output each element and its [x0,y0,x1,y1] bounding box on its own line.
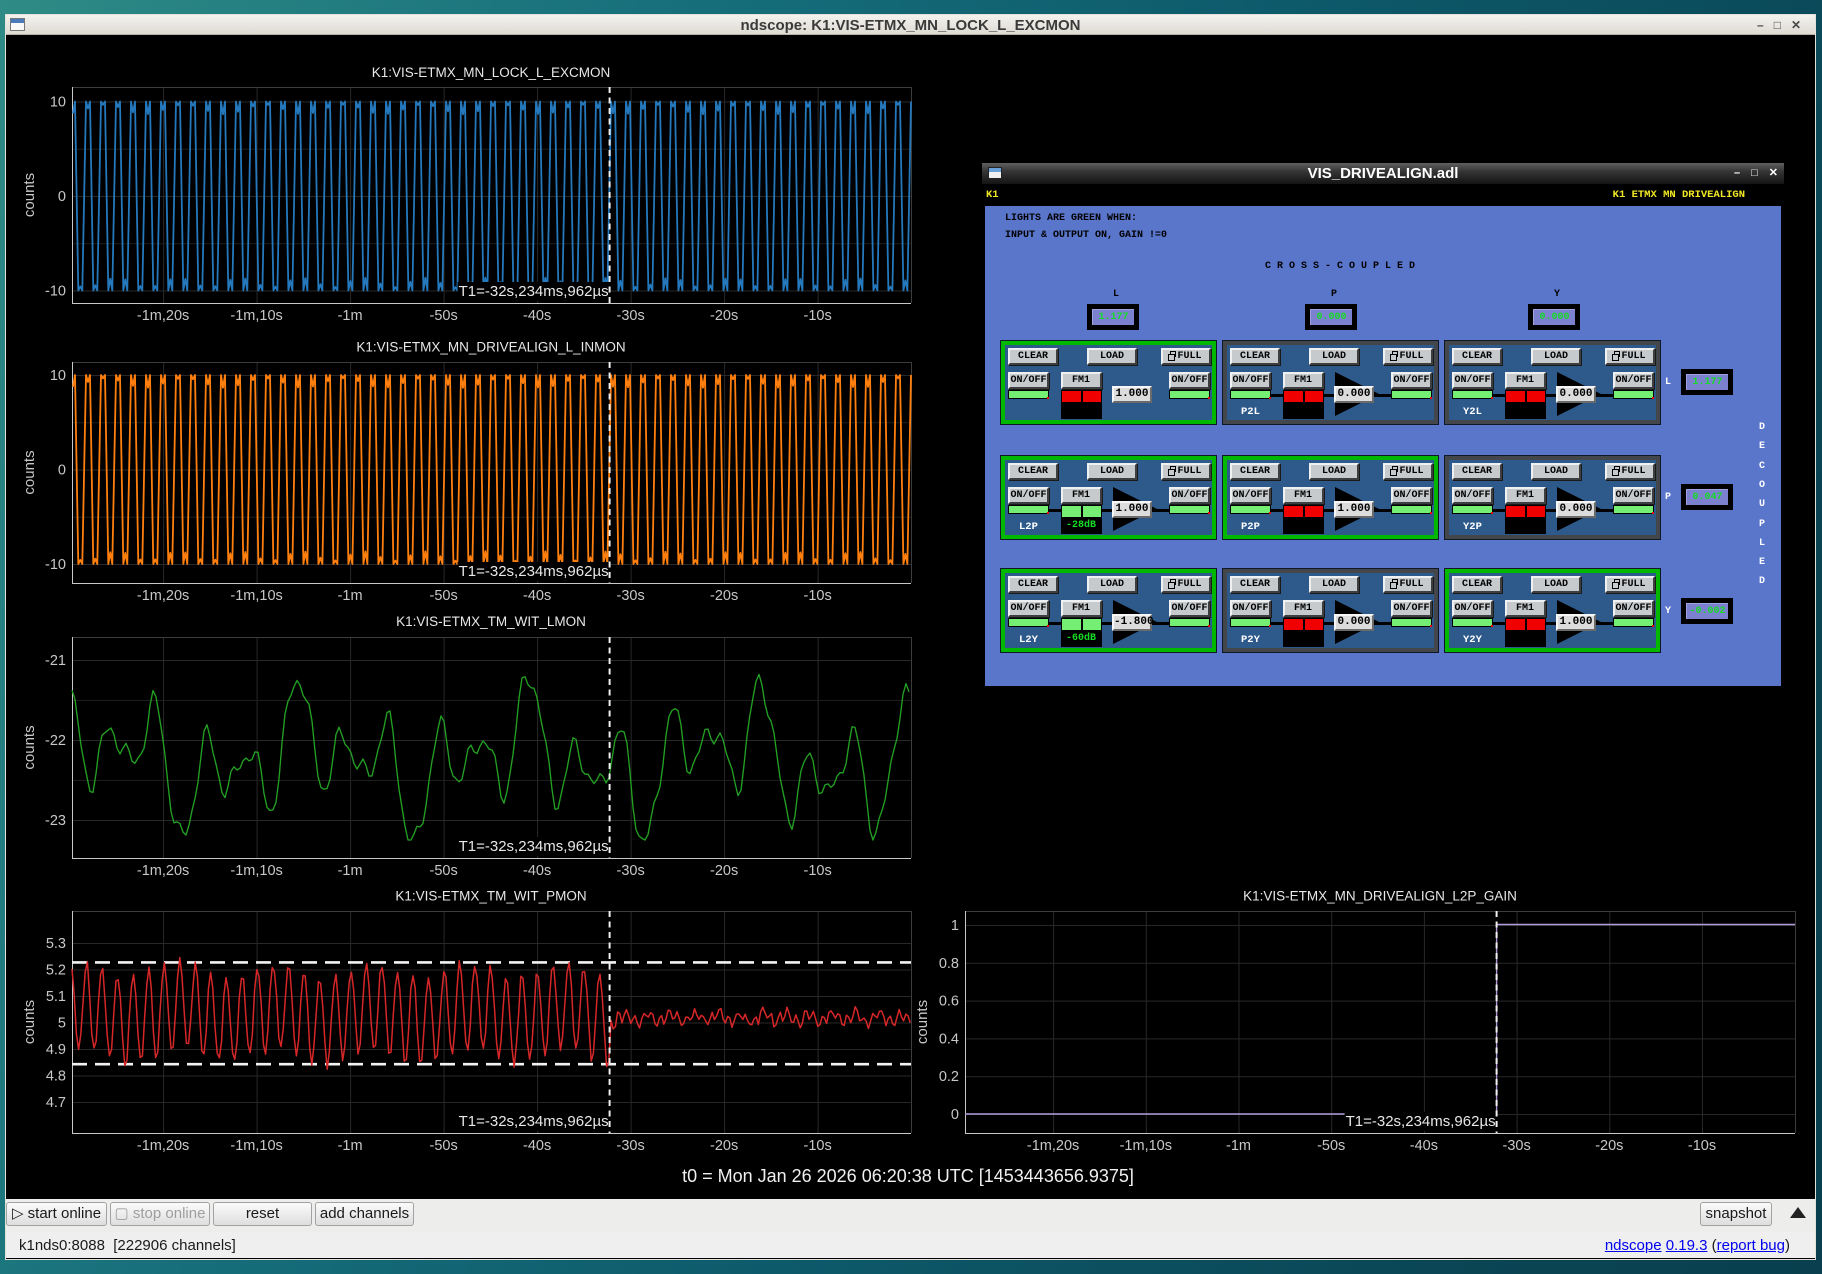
svg-text:K1:VIS-ETMX_MN_LOCK_L_EXCMON: K1:VIS-ETMX_MN_LOCK_L_EXCMON [372,65,611,80]
svg-text:-1m: -1m [338,588,363,604]
svg-text:0.6: 0.6 [939,994,959,1010]
svg-text:0: 0 [951,1107,959,1123]
svg-text:-1m,20s: -1m,20s [137,1138,189,1154]
svg-text:4.9: 4.9 [46,1042,66,1058]
svg-text:-23: -23 [45,813,66,829]
svg-text:-50s: -50s [429,308,457,324]
svg-text:K1:VIS-ETMX_TM_WIT_PMON: K1:VIS-ETMX_TM_WIT_PMON [395,889,586,904]
svg-text:-10s: -10s [1688,1138,1716,1154]
svg-text:-1m,10s: -1m,10s [230,863,282,879]
svg-text:-50s: -50s [1317,1138,1345,1154]
svg-text:4.7: 4.7 [46,1095,66,1111]
svg-text:K1:VIS-ETMX_MN_DRIVEALIGN_L2P_: K1:VIS-ETMX_MN_DRIVEALIGN_L2P_GAIN [1243,889,1517,904]
svg-text:-10: -10 [45,557,66,573]
svg-text:-1m,20s: -1m,20s [137,863,189,879]
svg-text:-20s: -20s [710,863,738,879]
svg-text:5: 5 [58,1016,66,1032]
svg-text:10: 10 [50,368,66,384]
svg-text:10: 10 [50,95,66,111]
svg-text:-10s: -10s [803,308,831,324]
svg-text:T1=-32s,234ms,962µs: T1=-32s,234ms,962µs [459,838,609,855]
svg-text:-50s: -50s [429,863,457,879]
svg-text:-1m,10s: -1m,10s [1120,1138,1172,1154]
svg-text:0.8: 0.8 [939,956,959,972]
svg-text:-1m,10s: -1m,10s [230,308,282,324]
svg-text:5.2: 5.2 [46,963,66,979]
svg-text:-10s: -10s [803,863,831,879]
svg-text:-1m,10s: -1m,10s [230,588,282,604]
svg-text:5.1: 5.1 [46,989,66,1005]
svg-text:T1=-32s,234ms,962µs: T1=-32s,234ms,962µs [459,563,609,580]
svg-text:0: 0 [58,189,66,205]
svg-text:-50s: -50s [429,1138,457,1154]
svg-text:-10: -10 [45,284,66,300]
svg-text:-10s: -10s [803,1138,831,1154]
svg-text:-30s: -30s [616,308,644,324]
svg-text:T1=-32s,234ms,962µs: T1=-32s,234ms,962µs [459,1113,609,1130]
svg-text:-30s: -30s [616,863,644,879]
svg-text:-40s: -40s [1410,1138,1438,1154]
svg-text:-20s: -20s [710,308,738,324]
svg-text:T1=-32s,234ms,962µs: T1=-32s,234ms,962µs [459,283,609,300]
svg-text:-1m,20s: -1m,20s [137,588,189,604]
svg-text:-1m: -1m [1226,1138,1251,1154]
svg-text:counts: counts [21,450,38,494]
svg-text:K1:VIS-ETMX_TM_WIT_LMON: K1:VIS-ETMX_TM_WIT_LMON [396,614,586,629]
svg-text:-50s: -50s [429,588,457,604]
svg-text:counts: counts [21,1000,38,1044]
svg-text:-22: -22 [45,733,66,749]
svg-text:4.8: 4.8 [46,1069,66,1085]
svg-text:-1m,10s: -1m,10s [230,1138,282,1154]
svg-text:-20s: -20s [1595,1138,1623,1154]
svg-text:counts: counts [21,173,38,217]
svg-text:0: 0 [58,463,66,479]
svg-text:-21: -21 [45,653,66,669]
svg-text:t0 = Mon Jan 26 2026 06:20:38: t0 = Mon Jan 26 2026 06:20:38 UTC [14534… [682,1166,1134,1186]
svg-text:-1m,20s: -1m,20s [1027,1138,1079,1154]
svg-text:-40s: -40s [523,588,551,604]
svg-text:counts: counts [21,725,38,769]
svg-text:-30s: -30s [616,588,644,604]
svg-text:-1m: -1m [338,308,363,324]
svg-text:-20s: -20s [710,588,738,604]
svg-text:-40s: -40s [523,863,551,879]
svg-text:0.4: 0.4 [939,1031,959,1047]
svg-text:-1m,20s: -1m,20s [137,308,189,324]
svg-text:1: 1 [951,918,959,934]
svg-text:-20s: -20s [710,1138,738,1154]
svg-text:-40s: -40s [523,1138,551,1154]
svg-text:-30s: -30s [616,1138,644,1154]
svg-text:0.2: 0.2 [939,1069,959,1085]
svg-text:-10s: -10s [803,588,831,604]
svg-text:K1:VIS-ETMX_MN_DRIVEALIGN_L_IN: K1:VIS-ETMX_MN_DRIVEALIGN_L_INMON [356,340,625,355]
svg-text:5.3: 5.3 [46,936,66,952]
svg-text:-40s: -40s [523,308,551,324]
svg-text:-1m: -1m [338,863,363,879]
svg-text:counts: counts [914,1000,931,1044]
svg-text:-30s: -30s [1502,1138,1530,1154]
svg-text:T1=-32s,234ms,962µs: T1=-32s,234ms,962µs [1346,1113,1496,1130]
svg-text:-1m: -1m [338,1138,363,1154]
